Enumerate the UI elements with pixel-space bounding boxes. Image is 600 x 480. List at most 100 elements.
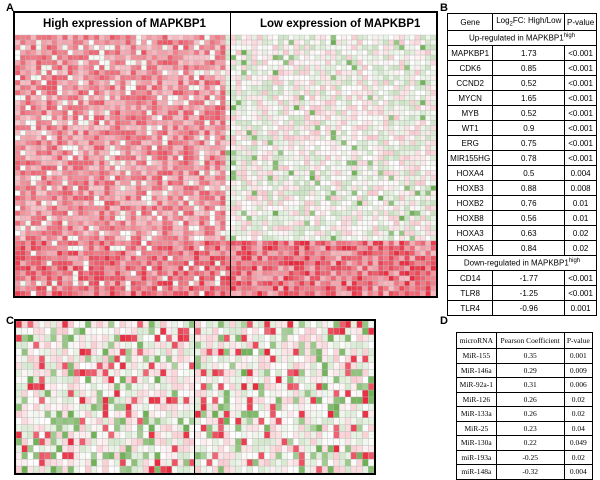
heatmap-cell [177, 84, 184, 91]
heatmap-cell [177, 348, 184, 356]
heatmap-cell [83, 34, 89, 41]
heatmap-cell [217, 396, 225, 405]
heatmap-cell [298, 376, 305, 384]
heatmap-cell [356, 403, 363, 412]
heatmap-cell [398, 200, 405, 206]
heatmap-cell [230, 34, 237, 41]
heatmap-cell [404, 69, 410, 76]
heatmap-cell [104, 145, 110, 151]
heatmap-cell [156, 235, 163, 242]
heatmap-cell [130, 175, 137, 181]
heatmap-cell [177, 362, 184, 370]
heatmap-cell [214, 120, 221, 126]
heatmap-cell [177, 79, 184, 86]
heatmap-cell [344, 369, 352, 377]
heatmap-cell [177, 205, 184, 211]
heatmap-cell [414, 270, 421, 277]
heatmap-cell [246, 255, 253, 262]
heatmap-cell [341, 285, 347, 292]
heatmap-cell [30, 145, 37, 151]
heatmap-cell [56, 180, 63, 186]
heatmap-cell [272, 270, 279, 277]
heatmap-cell [241, 275, 247, 282]
heatmap-cell [46, 195, 53, 201]
heatmap-cell [198, 140, 205, 146]
heatmap-cell [204, 64, 210, 71]
heatmap-cell [251, 225, 258, 231]
heatmap-cell [56, 382, 63, 391]
heatmap-cell [241, 150, 247, 156]
heatmap-cell [146, 170, 153, 176]
heatmap-cell [25, 34, 32, 41]
heatmap-cell [209, 265, 216, 272]
heatmap-cell [120, 115, 126, 121]
heatmap-cell [172, 160, 179, 166]
heatmap-cell [356, 49, 363, 56]
heatmap-cell [220, 95, 226, 101]
heatmap-cell [425, 90, 431, 96]
heatmap-cell [108, 321, 115, 329]
heatmap-cell [15, 135, 21, 141]
heatmap-cell [72, 205, 79, 211]
heatmap-cell [109, 84, 116, 91]
heatmap-cell [335, 74, 342, 81]
heatmap-cell [367, 175, 374, 181]
heatmap-cell [346, 290, 353, 296]
heatmap-cell [46, 235, 53, 242]
heatmap-cell [56, 105, 63, 111]
heatmap-cell [51, 90, 58, 96]
heatmap-cell [156, 230, 163, 237]
heatmap-cell [88, 115, 95, 121]
heatmap-cell [51, 210, 58, 216]
heatmap-cell [335, 220, 342, 226]
heatmap-cell [96, 341, 103, 349]
heatmap-cell [214, 245, 221, 252]
heatmap-cell [356, 355, 363, 363]
heatmap-cell [67, 49, 74, 56]
heatmap-cell [214, 105, 221, 111]
heatmap-cell [194, 396, 202, 405]
heatmap-cell [240, 341, 248, 349]
heatmap-cell [251, 59, 258, 66]
heatmap-cell [372, 190, 379, 196]
heatmap-cell [130, 180, 137, 186]
heatmap-cell [314, 175, 321, 181]
heatmap-cell [262, 135, 268, 141]
heatmap-cell [383, 74, 389, 81]
heatmap-cell [96, 321, 103, 329]
heatmap-cell [341, 220, 347, 226]
heatmap-cell [198, 110, 205, 116]
heatmap-cell [109, 140, 116, 146]
heatmap-cell [298, 125, 305, 131]
heatmap-cell [356, 100, 363, 106]
heatmap-cell [377, 150, 384, 156]
heatmap-cell [283, 190, 289, 196]
heatmap-cell [51, 150, 58, 156]
heatmap-cell [339, 369, 346, 377]
heatmap-cell [409, 205, 416, 211]
heatmap-cell [262, 79, 268, 86]
heatmap-cell [277, 175, 284, 181]
heatmap-cell [72, 190, 79, 196]
heatmap-cell [27, 321, 34, 329]
heatmap-cell [335, 225, 342, 231]
heatmap-cell [35, 115, 42, 121]
heatmap-cell [414, 255, 421, 262]
heatmap-cell [154, 341, 161, 349]
heatmap-cell [114, 260, 121, 267]
heatmap-cell [35, 69, 42, 76]
heatmap-cell [188, 235, 195, 242]
heatmap-cell [298, 382, 305, 391]
heatmap-cell [246, 220, 253, 226]
heatmap-cell [277, 84, 284, 91]
heatmap-cell [229, 355, 236, 363]
heatmap-cell [298, 403, 305, 412]
heatmap-cell [156, 49, 163, 56]
heatmap-cell [420, 160, 426, 166]
heatmap-cell [235, 403, 242, 412]
heatmap-cell [188, 205, 195, 211]
heatmap-cell [262, 84, 268, 91]
heatmap-cell [79, 355, 86, 363]
heatmap-cell [212, 348, 219, 356]
heatmap-cell [256, 270, 263, 277]
